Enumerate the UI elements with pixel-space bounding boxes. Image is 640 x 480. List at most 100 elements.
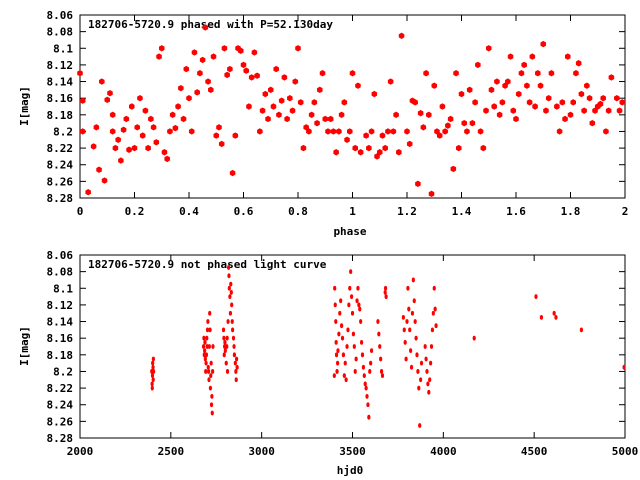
data-point <box>120 126 127 133</box>
data-point <box>211 369 215 374</box>
data-point <box>240 61 247 69</box>
data-point <box>357 149 364 156</box>
data-point <box>167 128 173 135</box>
data-point <box>554 314 558 320</box>
data-point <box>209 373 213 379</box>
data-point <box>554 103 560 110</box>
data-point <box>341 99 348 106</box>
data-point <box>284 115 290 123</box>
data-point <box>222 352 226 358</box>
data-point <box>513 115 519 123</box>
x-tick-label: 3500 <box>339 445 366 458</box>
data-point <box>417 385 421 391</box>
data-point <box>325 128 331 135</box>
data-point <box>420 124 427 131</box>
data-point <box>226 319 230 324</box>
y-tick-label: 8.14 <box>47 76 74 89</box>
data-point <box>548 70 555 77</box>
data-point <box>232 344 236 349</box>
data-point <box>351 331 356 337</box>
x-tick-label: 1.6 <box>506 205 526 218</box>
data-point <box>142 107 149 114</box>
data-point <box>267 86 274 94</box>
data-point <box>227 285 231 291</box>
data-point <box>396 149 402 156</box>
data-point <box>289 107 296 114</box>
data-point <box>204 352 209 358</box>
data-point <box>333 149 339 156</box>
data-point <box>134 124 140 131</box>
data-point <box>224 71 230 79</box>
data-point <box>145 144 151 152</box>
data-point <box>225 344 229 349</box>
x-tick-label: 1.4 <box>452 205 472 218</box>
data-point <box>246 103 252 110</box>
y-tick-label: 8.28 <box>47 192 74 205</box>
data-point <box>614 94 620 102</box>
data-point <box>450 165 457 173</box>
data-point <box>378 344 382 349</box>
data-point <box>384 294 388 299</box>
axis-ticks: 2000 2500 3000 3500 4000 4500 50008.068.088.18… <box>47 249 639 458</box>
data-point <box>383 285 388 291</box>
data-point <box>349 269 353 275</box>
data-point <box>491 103 497 110</box>
data-point <box>186 94 192 102</box>
data-point <box>428 377 432 383</box>
data-point <box>415 180 421 188</box>
data-point <box>447 115 454 123</box>
data-point <box>96 166 102 173</box>
y-tick-label: 8.22 <box>47 142 74 155</box>
y-axis-label: I[mag] <box>18 326 31 366</box>
data-point <box>379 356 383 362</box>
data-points <box>77 24 626 198</box>
data-point <box>232 352 237 358</box>
data-point <box>387 78 394 85</box>
data-point <box>368 369 372 374</box>
data-point <box>213 132 220 139</box>
data-point <box>150 373 155 379</box>
data-point <box>156 53 162 60</box>
data-point <box>207 377 211 383</box>
data-point <box>314 119 320 127</box>
data-point <box>502 82 508 89</box>
data-point <box>202 335 206 341</box>
data-point <box>477 128 484 135</box>
data-point <box>366 402 370 408</box>
data-point <box>404 128 410 135</box>
data-point <box>265 115 271 123</box>
data-point <box>178 85 184 92</box>
data-point <box>521 61 527 69</box>
data-point <box>586 94 593 102</box>
data-point <box>480 144 487 152</box>
data-point <box>234 377 238 383</box>
data-point <box>380 373 385 379</box>
data-point <box>417 109 424 117</box>
data-point <box>210 53 217 60</box>
data-point <box>175 103 181 110</box>
data-point <box>207 344 211 349</box>
x-tick-label: 1.8 <box>561 205 581 218</box>
data-point <box>573 70 579 77</box>
data-point <box>545 94 552 102</box>
data-point <box>418 423 422 428</box>
data-point <box>126 146 132 153</box>
data-point <box>281 74 288 81</box>
data-point <box>349 294 354 299</box>
data-point <box>434 128 440 135</box>
data-point <box>393 111 399 119</box>
data-point <box>376 149 383 156</box>
data-point <box>488 86 495 94</box>
data-point <box>202 24 209 31</box>
data-point <box>161 149 168 156</box>
data-point <box>224 360 228 366</box>
data-point <box>297 99 304 106</box>
data-point <box>99 78 105 85</box>
data-point <box>118 157 124 164</box>
data-point <box>151 377 155 383</box>
data-point <box>205 78 211 85</box>
data-point <box>101 177 108 184</box>
data-point <box>334 352 339 358</box>
x-tick-label: 0.8 <box>288 205 308 218</box>
